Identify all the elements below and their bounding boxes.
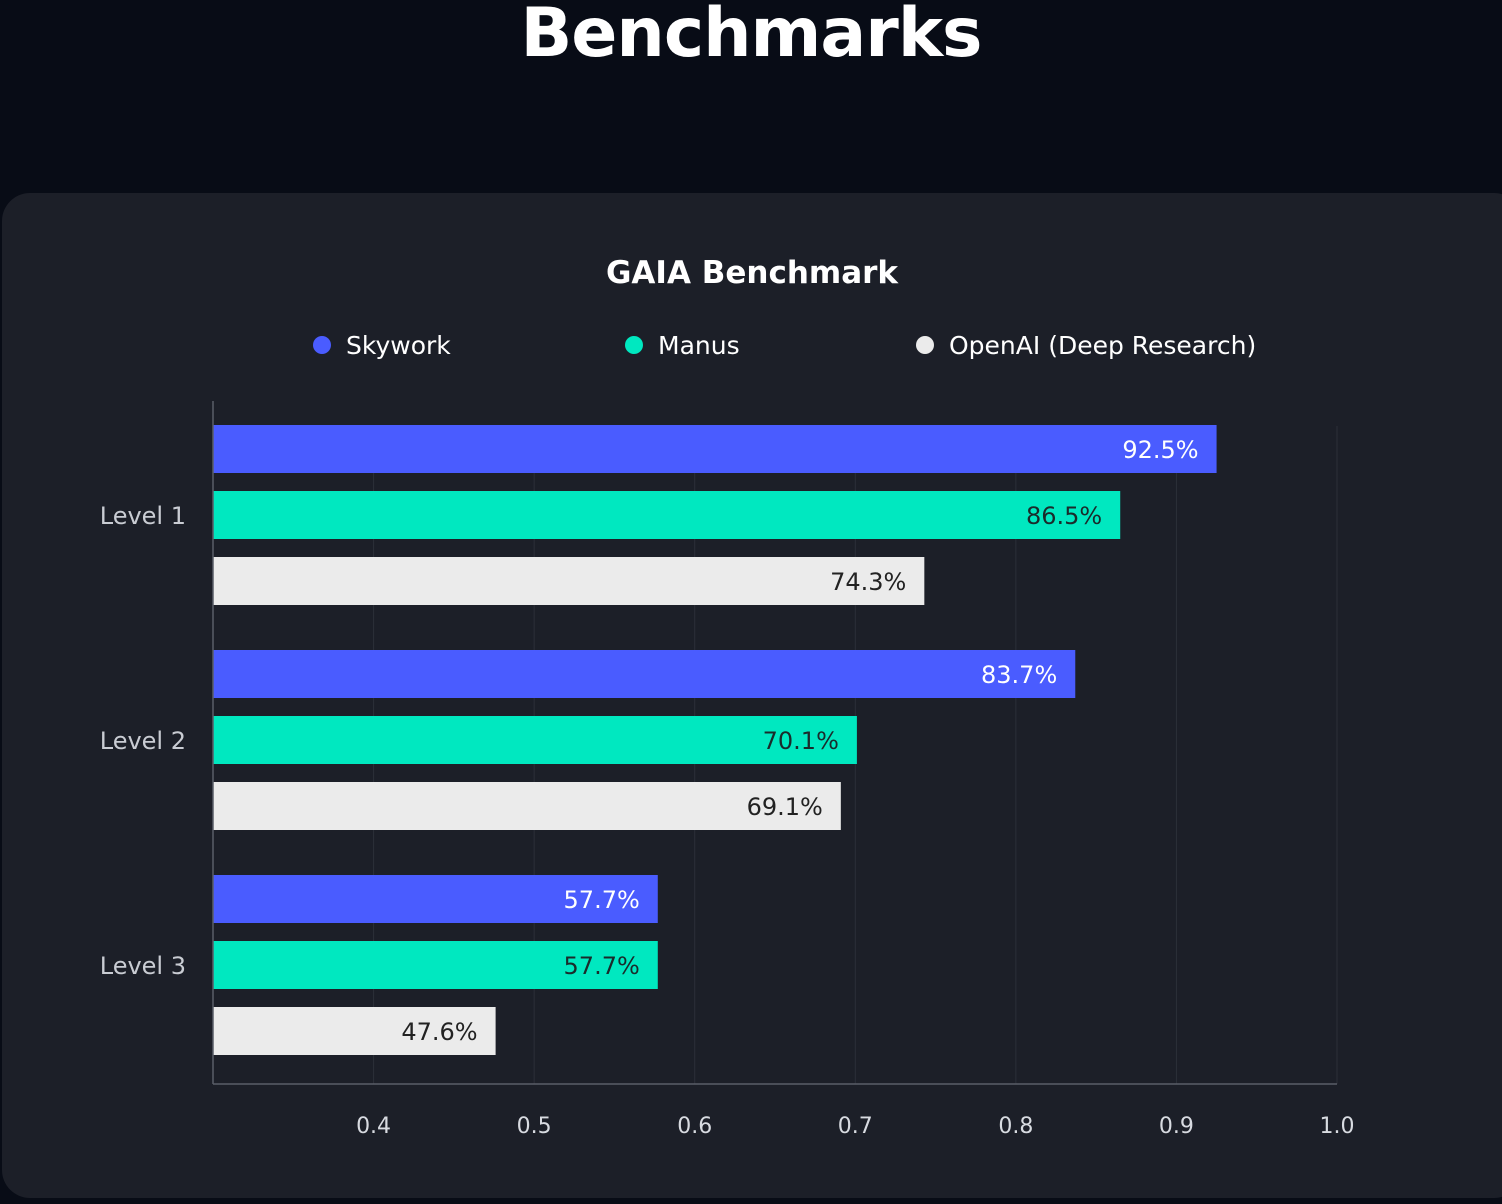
x-tick-label-3: 0.7 bbox=[838, 1114, 873, 1139]
chart-title: GAIA Benchmark bbox=[606, 255, 899, 291]
legend-item-openai-deep-research: OpenAI (Deep Research) bbox=[916, 331, 1256, 360]
legend-item-manus: Manus bbox=[625, 331, 740, 360]
x-tick-label-6: 1.0 bbox=[1320, 1114, 1355, 1139]
x-tick-label-4: 0.8 bbox=[998, 1114, 1033, 1139]
x-tick-label-0: 0.4 bbox=[356, 1114, 391, 1139]
legend-label-manus: Manus bbox=[658, 331, 740, 360]
value-label-level-1-series-2: 86.5% bbox=[1026, 502, 1102, 530]
bar-level-3-series-3 bbox=[213, 1007, 496, 1055]
x-tick-label-1: 0.5 bbox=[517, 1114, 552, 1139]
value-label-level-3-series-3: 47.6% bbox=[401, 1018, 477, 1046]
value-label-level-3-series-1: 57.7% bbox=[564, 886, 640, 914]
value-label-level-1-series-1: 92.5% bbox=[1122, 436, 1198, 464]
bar-level-2-series-3 bbox=[213, 782, 841, 830]
gaia-benchmark-chart: GAIA Benchmark Skywork Manus OpenAI (Deep … bbox=[100, 255, 1355, 1139]
chart-axes: Level 1 Level 2 Level 3 0.4 0.5 0.6 0.7 0.8 0.9 1… bbox=[100, 401, 1355, 1139]
chart-bars: 92.5% 86.5% 74.3% 83.7% 70.1% 69.1% 57.7% 57.7%… bbox=[213, 425, 1217, 1055]
value-label-level-2-series-3: 69.1% bbox=[747, 793, 823, 821]
bar-level-2-series-2 bbox=[213, 716, 857, 764]
bar-level-3-series-1 bbox=[213, 875, 658, 923]
category-label-level-2: Level 2 bbox=[100, 727, 186, 755]
legend-label-skywork: Skywork bbox=[346, 331, 451, 360]
value-label-level-3-series-2: 57.7% bbox=[564, 952, 640, 980]
x-tick-label-5: 0.9 bbox=[1159, 1114, 1194, 1139]
value-label-level-2-series-2: 70.1% bbox=[763, 727, 839, 755]
legend-swatch-manus bbox=[625, 336, 643, 354]
legend-swatch-skywork bbox=[313, 336, 331, 354]
legend-label-openai-deep-research: OpenAI (Deep Research) bbox=[949, 331, 1256, 360]
legend-swatch-openai-deep-research bbox=[916, 336, 934, 354]
chart-legend: Skywork Manus OpenAI (Deep Research) bbox=[313, 331, 1256, 360]
bar-level-2-series-1 bbox=[213, 650, 1076, 698]
category-label-level-1: Level 1 bbox=[100, 502, 186, 530]
legend-item-skywork: Skywork bbox=[313, 331, 451, 360]
x-tick-label-2: 0.6 bbox=[677, 1114, 712, 1139]
value-label-level-2-series-1: 83.7% bbox=[981, 661, 1057, 689]
page-title: Benchmarks bbox=[520, 0, 982, 73]
chart-card: GAIA Benchmark Skywork Manus OpenAI (Deep … bbox=[2, 193, 1502, 1198]
bar-level-1-series-3 bbox=[213, 557, 925, 605]
category-label-level-3: Level 3 bbox=[100, 952, 186, 980]
bar-level-3-series-2 bbox=[213, 941, 658, 989]
bar-level-1-series-1 bbox=[213, 425, 1217, 473]
bar-level-1-series-2 bbox=[213, 491, 1121, 539]
value-label-level-1-series-3: 74.3% bbox=[830, 568, 906, 596]
